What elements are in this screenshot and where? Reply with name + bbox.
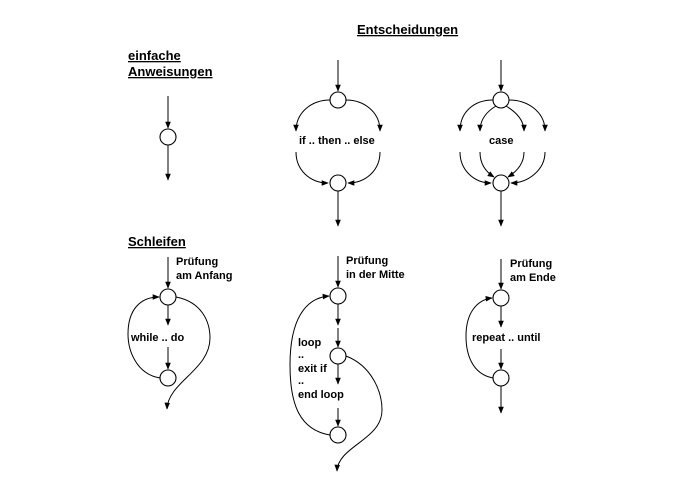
mid-exit-loop-flow: Prüfung in der Mitte loop .. exit if .. … [289,255,405,472]
case-branch-3 [505,105,527,132]
label-check-line2: am Ende [510,272,556,284]
label-check-line2: in der Mitte [346,269,405,281]
repeat-loop-flow: Prüfung am Ende repeat .. until [465,258,556,414]
loop-end-node [492,369,510,387]
case-flow: case [457,60,548,227]
case-join-1 [459,151,492,186]
label-check-line1: Prüfung [510,258,552,270]
label-repeat-until: repeat .. until [472,332,540,344]
header-loops: Schleifen [128,234,186,249]
if-then-else-flow: if .. then .. else [293,60,383,227]
case-join-4 [510,151,546,186]
branch-right [345,99,383,132]
loop-head-node [159,288,177,306]
label-dots-1: .. [298,349,304,361]
label-end-loop: end loop [298,389,344,401]
label-dots-2: .. [298,375,304,387]
loop-head-node [329,287,347,305]
loop-end-node [329,426,347,444]
back-edge [465,296,494,379]
label-loop: loop [298,337,321,349]
case-join-node [492,174,510,192]
loop-end-node [159,369,177,387]
statement-node [159,128,177,146]
while-loop-flow: Prüfung am Anfang while .. do [127,256,232,410]
simple-statement-flow [159,96,177,181]
case-join-3 [507,151,525,178]
label-check-line2: am Anfang [176,270,232,282]
header-simple-line2: Anweisungen [128,64,213,79]
case-branch-4 [508,99,548,132]
case-join-2 [479,151,495,178]
exit-edge [164,296,211,410]
case-branch-2 [477,105,497,132]
join-right [347,151,381,186]
label-exit-if: exit if [298,363,327,375]
back-edge [289,293,331,436]
back-edge [127,294,161,379]
branch-left [293,99,331,132]
label-check-line1: Prüfung [346,255,388,267]
header-decisions: Entscheidungen [357,22,458,37]
join-node [329,174,347,192]
label-check-line1: Prüfung [176,256,218,268]
loop-head-node [492,289,510,307]
case-node [492,91,510,109]
exit-edge [334,355,383,472]
exit-check-node [329,347,347,365]
decision-node [329,91,347,109]
label-while-do: while .. do [130,332,184,344]
label-case: case [489,135,513,147]
label-if-then-else: if .. then .. else [299,135,375,147]
header-simple-line1: einfache [128,48,181,63]
join-left [295,151,329,186]
case-branch-1 [457,99,494,132]
